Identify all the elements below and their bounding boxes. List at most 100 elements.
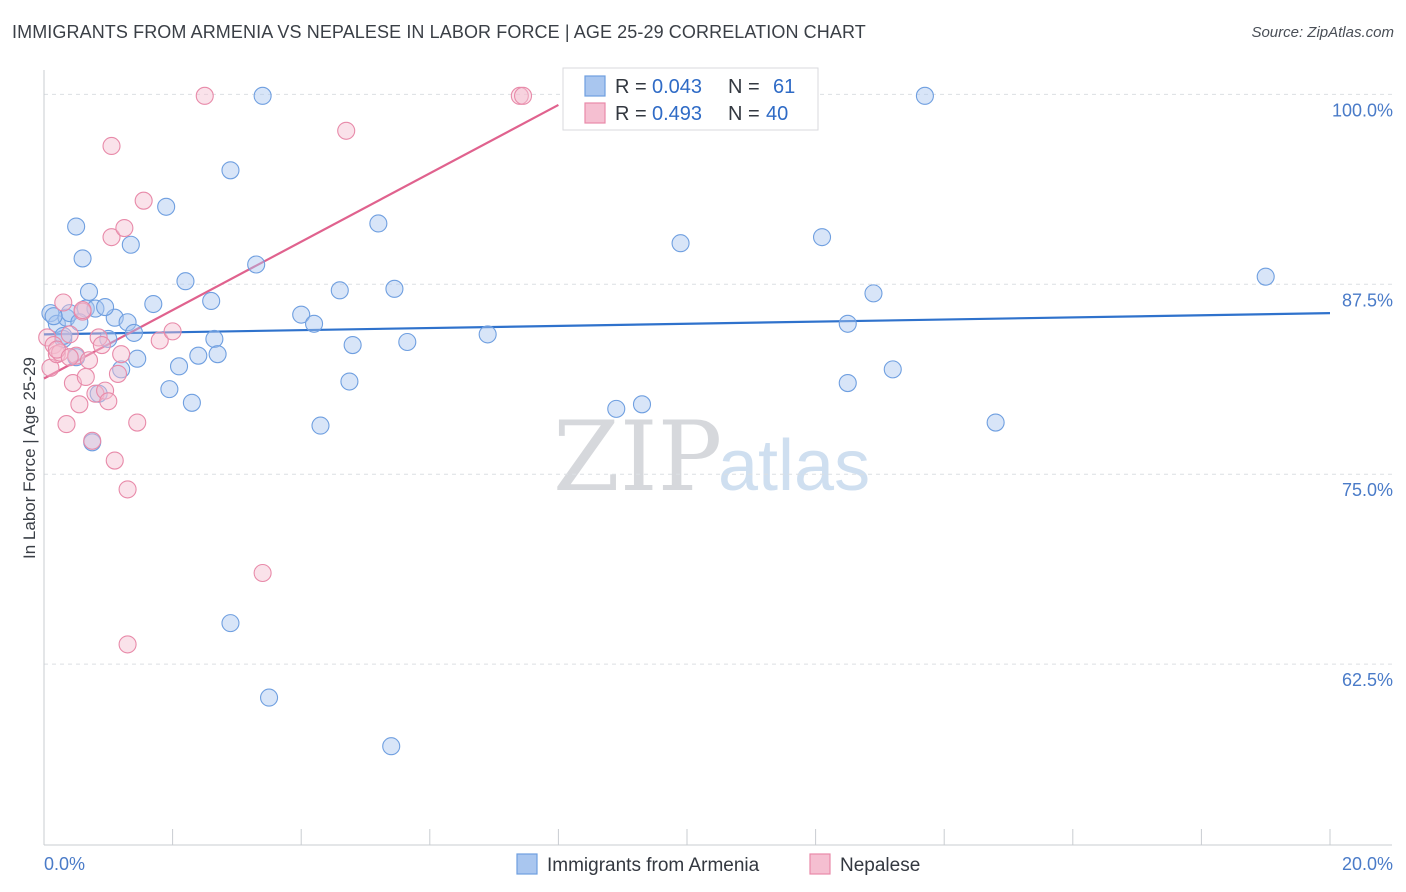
point-nepalese [115,218,134,238]
chart-title: IMMIGRANTS FROM ARMENIA VS NEPALESE IN L… [12,22,866,42]
point-armenia [176,272,195,291]
point-armenia [44,307,63,326]
point-nepalese [70,395,89,414]
tick-labels: 62.5% 75.0% 87.5% 100.0% 0.0% 20.0% [44,100,1393,874]
point-armenia [812,228,832,247]
point-nepalese [79,351,99,370]
point-nepalese [102,228,121,247]
point-armenia [382,737,401,756]
point-armenia [340,372,359,391]
point-armenia [915,86,934,105]
point-armenia [202,291,221,311]
point-nepalese [83,431,102,450]
point-armenia [67,217,86,236]
point-armenia [182,393,201,412]
point-nepalese [38,328,57,347]
legend-r-label: R = [615,103,647,125]
point-armenia [632,395,652,414]
x-tick-label: 0.0% [44,854,85,874]
legend-r-label: R = [615,76,647,98]
point-armenia [205,329,224,349]
legend-n-label: N = [728,103,760,125]
y-tick-label: 62.5% [1342,670,1393,690]
point-nepalese [57,415,76,434]
point-armenia [292,305,311,324]
point-armenia [221,614,240,633]
point-armenia [121,235,140,254]
point-nepalese [118,480,137,499]
point-nepalese [513,86,533,105]
y-tick-label: 75.0% [1342,480,1393,500]
legend-r-armenia: 0.043 [652,76,702,98]
point-armenia [986,413,1005,432]
point-nepalese [195,86,214,105]
point-armenia [96,298,115,317]
point-armenia [221,161,240,180]
point-nepalese [60,348,79,367]
point-armenia [118,313,137,332]
point-armenia [144,294,163,314]
point-nepalese [253,563,272,583]
axes [43,70,1392,846]
point-nepalese [105,451,124,470]
point-nepalese [92,335,111,355]
series-label-nepalese: Nepalese [840,855,920,876]
point-nepalese [112,345,131,364]
source-label: Source: ZipAtlas.com [1251,24,1394,41]
point-armenia [607,399,626,418]
legend-n-label: N = [728,76,760,98]
legend-swatch-armenia [584,75,606,97]
series-swatch-nepalese [809,853,831,875]
point-armenia [253,86,272,105]
point-armenia [864,284,883,303]
grid-lines [44,93,1392,665]
point-nepalese [76,367,95,387]
point-nepalese [108,364,127,383]
point-armenia [883,360,902,379]
watermark-atlas: atlas [718,426,870,506]
point-armenia [259,688,279,707]
point-nepalese [96,381,115,400]
y-tick-label: 100.0% [1332,100,1393,120]
point-armenia [305,314,324,333]
point-armenia [157,197,176,216]
point-armenia [1256,267,1275,286]
point-armenia [247,255,266,274]
legend-n-nepalese: 40 [766,103,788,125]
point-nepalese [150,331,169,350]
x-tick-label: 20.0% [1342,854,1393,874]
point-armenia [73,249,92,268]
point-armenia [160,380,179,399]
point-nepalese [128,413,147,432]
point-armenia [838,314,857,333]
point-armenia [128,349,147,368]
series-legend: Immigrants from Armenia Nepalese [516,853,920,876]
point-nepalese [337,121,356,140]
point-armenia [189,346,208,365]
series-swatch-armenia [516,853,538,875]
legend-r-nepalese: 0.493 [652,103,702,125]
point-armenia [343,335,362,355]
y-tick-label: 87.5% [1342,290,1393,310]
legend-swatch-nepalese [584,102,606,124]
point-nepalese [134,191,153,210]
trend-line-armenia [43,312,1331,336]
legend-n-armenia: 61 [773,76,795,98]
point-armenia [478,325,497,344]
point-nepalese [60,325,79,344]
point-nepalese [54,293,73,312]
point-armenia [330,281,349,300]
point-armenia [385,279,404,298]
point-armenia [208,345,227,364]
point-nepalese [118,635,137,654]
point-armenia [311,416,330,435]
point-armenia [124,323,144,342]
series-label-armenia: Immigrants from Armenia [547,855,760,876]
point-nepalese [73,301,92,320]
point-nepalese [102,136,121,156]
stats-legend: R = 0.043 N = 61 R = 0.493 N = 40 [562,67,819,131]
point-armenia [369,214,388,233]
point-nepalese [163,322,182,341]
watermark-zip: ZIP [553,401,722,513]
